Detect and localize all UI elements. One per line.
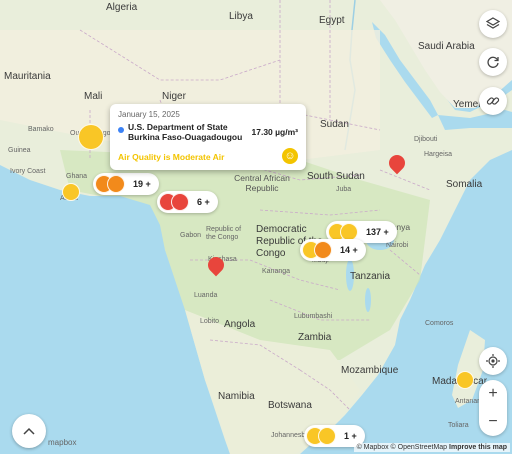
locate-icon[interactable] xyxy=(479,347,507,375)
label-libya: Libya xyxy=(229,11,253,22)
air-quality-marker-accra[interactable] xyxy=(62,183,80,201)
label-lubumbashi: Lubumbashi xyxy=(294,313,333,320)
air-quality-marker-madagascar[interactable] xyxy=(456,371,474,389)
cluster-dot-icon xyxy=(107,175,125,193)
label-lobito: Lobito xyxy=(200,318,220,325)
label-drc: Democratic Republic of the Congo xyxy=(256,224,323,259)
label-juba: Juba xyxy=(336,186,352,193)
marker-cluster-19[interactable]: 19 + xyxy=(93,173,159,195)
label-zambia: Zambia xyxy=(298,332,332,343)
station-dot-icon xyxy=(118,127,124,133)
label-angola: Angola xyxy=(224,319,256,330)
layers-icon[interactable] xyxy=(479,10,507,38)
label-botswana: Botswana xyxy=(268,400,312,411)
cluster-count: 6 + xyxy=(197,197,210,207)
label-saudi-arabia: Saudi Arabia xyxy=(418,41,475,52)
label-roc: Republic of the Congo xyxy=(206,226,242,241)
label-guinea: Guinea xyxy=(8,147,31,154)
popup-quality: Air Quality is Moderate Air xyxy=(118,152,225,162)
label-johannesburg: Johannesburg xyxy=(271,432,316,439)
cluster-dot-icon xyxy=(318,427,336,445)
label-luanda: Luanda xyxy=(194,292,218,299)
cluster-dot-icon xyxy=(171,193,189,211)
marker-cluster-6[interactable]: 6 + xyxy=(157,191,218,213)
label-hargeisa: Hargeisa xyxy=(424,151,453,158)
zoom-in-button[interactable]: + xyxy=(488,385,498,402)
label-kananga: Kananga xyxy=(262,268,291,275)
label-tanzania: Tanzania xyxy=(350,271,391,282)
label-mauritania: Mauritania xyxy=(4,71,51,82)
popup-organization-line2: Burkina Faso-Ouagadougou xyxy=(128,132,243,142)
refresh-icon[interactable] xyxy=(479,48,507,76)
label-yemen: Yemen xyxy=(453,99,484,110)
cluster-dot-icon xyxy=(314,241,332,259)
zoom-out-button[interactable]: − xyxy=(488,413,498,430)
attribution-mapbox[interactable]: © Mapbox xyxy=(356,444,389,451)
label-bamako: Bamako xyxy=(28,126,54,133)
marker-cluster-1[interactable]: 1 + xyxy=(304,425,365,447)
label-car: Central African Republic xyxy=(234,173,290,193)
station-popup[interactable]: January 15, 2025 U.S. Department of Stat… xyxy=(110,104,306,170)
label-nairobi: Nairobi xyxy=(386,242,409,249)
label-niger: Niger xyxy=(162,91,186,102)
label-mali: Mali xyxy=(84,91,103,102)
marker-cluster-14[interactable]: 14 + xyxy=(300,239,366,261)
zoom-control: + − xyxy=(479,380,507,436)
attribution-osm[interactable]: © OpenStreetMap xyxy=(390,444,448,451)
label-somalia: Somalia xyxy=(446,179,483,190)
smile-face-icon: ☺ xyxy=(282,148,298,164)
label-egypt: Egypt xyxy=(319,15,345,26)
popup-organization-line1: U.S. Department of State xyxy=(128,122,228,132)
label-namibia: Namibia xyxy=(218,391,255,402)
chevron-up-icon xyxy=(23,427,35,435)
label-south-sudan: South Sudan xyxy=(307,171,365,182)
marker-cluster-137[interactable]: 137 + xyxy=(326,221,397,243)
label-ivory-coast: Ivory Coast xyxy=(10,168,46,175)
label-comoros: Comoros xyxy=(425,320,454,327)
label-toliara: Toliara xyxy=(448,422,469,429)
cluster-count: 137 + xyxy=(366,227,389,237)
cluster-count: 1 + xyxy=(344,431,357,441)
label-kenya: Kenya xyxy=(386,222,411,232)
label-gabon: Gabon xyxy=(180,232,202,239)
improve-map-link[interactable]: Improve this map xyxy=(449,444,507,451)
label-mozambique: Mozambique xyxy=(341,365,399,376)
label-djibouti: Djibouti xyxy=(414,136,438,143)
popup-value: 17.30 µg/m³ xyxy=(251,127,298,137)
label-antananarivo: Antananarivo xyxy=(455,398,497,405)
label-algeria: Algeria xyxy=(106,2,138,13)
popup-date: January 15, 2025 xyxy=(118,110,180,119)
label-ghana: Ghana xyxy=(66,173,88,180)
cluster-count: 19 + xyxy=(133,179,151,189)
link-icon[interactable] xyxy=(479,87,507,115)
cluster-count: 14 + xyxy=(340,245,358,255)
mapbox-logo[interactable]: mapbox xyxy=(48,438,77,447)
label-sudan: Sudan xyxy=(320,119,349,130)
scroll-up-button[interactable] xyxy=(12,414,46,448)
map-attribution: © Mapbox © OpenStreetMap Improve this ma… xyxy=(353,443,510,452)
air-quality-marker-ouagadougou[interactable] xyxy=(78,124,104,150)
